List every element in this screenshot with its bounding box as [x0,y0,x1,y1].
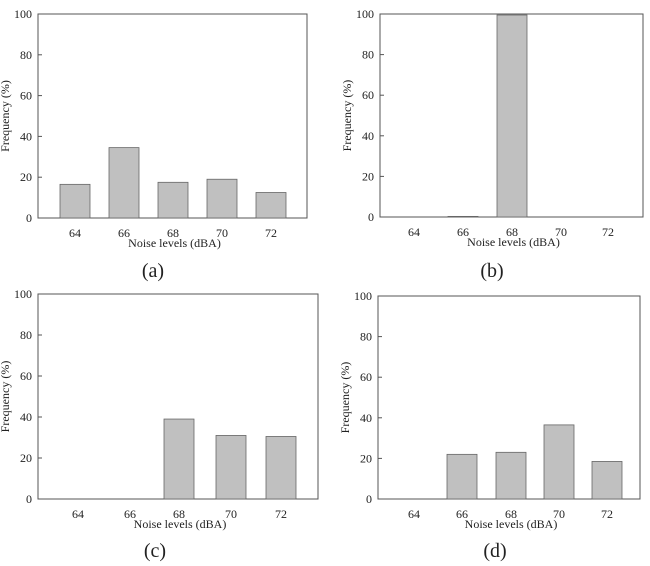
panel-label: (d) [483,540,506,562]
y-axis-label: Frequency (%) [340,80,354,152]
y-tick-label: 60 [20,369,32,383]
chart-panel-c: 0 20 40 60 80 100 64 66 68 70 72 Noise levels (dBA)… [0,287,319,562]
x-tick-label: 70 [216,226,228,240]
y-tick-label: 40 [20,129,32,143]
y-tick-label: 80 [360,330,372,344]
y-tick-label: 0 [366,492,372,506]
y-tick-label: 100 [14,7,32,21]
x-tick-label: 70 [553,507,565,521]
y-tick-label: 40 [20,410,32,424]
x-axis-label: Noise levels (dBA) [128,236,221,250]
x-tick-label: 66 [118,226,130,240]
chart-panel-b: 0 20 40 60 80 100 64 66 68 70 72 Noise levels (dBA)… [340,7,644,282]
y-tick-label: 20 [20,170,32,184]
panel-label: (c) [144,540,166,562]
x-tick-label: 70 [225,507,237,521]
y-axis-label: Frequency (%) [0,80,12,152]
y-tick-label: 0 [368,210,374,224]
x-tick-label: 72 [275,507,287,521]
bar-66 [108,147,140,219]
bar-64 [59,183,91,219]
y-axis-label: Frequency (%) [0,361,12,433]
y-tick-label: 100 [356,7,374,21]
bar-72 [591,461,623,500]
bar-68 [495,451,527,500]
x-tick-label: 66 [124,507,136,521]
x-tick-label: 66 [456,507,468,521]
x-tick-label: 72 [601,507,613,521]
x-axis-label: Noise levels (dBA) [465,517,558,531]
y-tick-label: 0 [26,492,32,506]
y-tick-label: 60 [362,88,374,102]
x-tick-label: 70 [555,225,567,239]
y-tick-label: 80 [362,48,374,62]
bar-70 [215,435,247,500]
x-axis-label: Noise levels (dBA) [134,517,227,531]
x-tick-label: 68 [506,225,518,239]
chart-panel-a: 0 20 40 60 80 100 64 66 68 70 72 Noise levels (dBA)… [0,7,308,282]
x-tick-label: 64 [69,226,81,240]
y-tick-label: 80 [20,328,32,342]
bar-70 [543,424,575,500]
y-tick-label: 100 [354,289,372,303]
y-tick-label: 0 [26,211,32,225]
x-tick-label: 72 [602,225,614,239]
panel-label: (a) [142,260,164,282]
x-tick-label: 68 [173,507,185,521]
bar-72 [265,436,297,500]
x-axis-label: Noise levels (dBA) [467,235,560,249]
x-tick-label: 64 [72,507,84,521]
bar-72 [255,192,287,219]
x-tick-label: 68 [505,507,517,521]
y-tick-label: 40 [362,129,374,143]
x-tick-label: 68 [167,226,179,240]
y-tick-label: 20 [362,169,374,183]
y-tick-label: 100 [14,287,32,301]
y-tick-label: 60 [360,370,372,384]
chart-panel-d: 0 20 40 60 80 100 64 66 68 70 72 Noise levels (dBA)… [338,289,641,562]
y-tick-label: 60 [20,89,32,103]
y-tick-label: 20 [360,451,372,465]
y-tick-label: 20 [20,451,32,465]
y-tick-label: 40 [360,411,372,425]
x-tick-label: 66 [457,225,469,239]
bar-66 [446,453,478,500]
x-tick-label: 72 [265,226,277,240]
x-tick-label: 64 [408,225,420,239]
bar-68 [496,14,528,218]
x-tick-label: 64 [408,507,420,521]
bar-68 [163,418,195,500]
y-tick-label: 80 [20,48,32,62]
bar-66 [447,215,479,218]
bar-70 [206,178,238,219]
panel-label: (b) [480,260,503,282]
y-axis-label: Frequency (%) [338,362,352,434]
bar-68 [157,181,189,219]
